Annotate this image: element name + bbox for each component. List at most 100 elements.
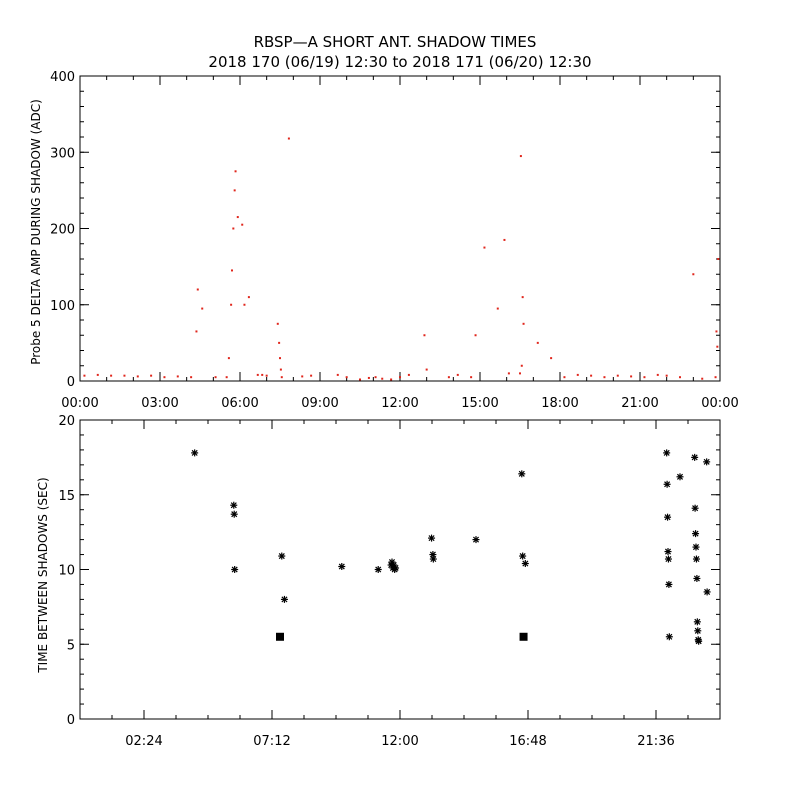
data-point [241, 223, 244, 226]
data-point [214, 376, 217, 379]
data-point [232, 227, 235, 230]
data-point [336, 373, 339, 376]
data-point [503, 238, 506, 241]
data-point-asterisk [518, 470, 526, 478]
data-point [474, 334, 477, 337]
data-point-asterisk [521, 560, 529, 568]
data-point-asterisk [231, 566, 239, 573]
x-tick-label: 12:00 [381, 734, 418, 749]
data-point [345, 376, 348, 379]
data-point [536, 341, 539, 344]
data-point [407, 373, 410, 376]
data-point [714, 376, 717, 379]
data-point [190, 376, 193, 379]
amplitude-panel: 0 100 200 300 400 00:00 03:00 06:00 09:00 12:00 15… [29, 70, 739, 411]
data-point [256, 373, 259, 376]
data-point [520, 364, 523, 367]
x-tick-label: 21:00 [621, 396, 658, 411]
x-tick-label: 00:00 [701, 396, 738, 411]
data-point [521, 296, 524, 299]
data-point [717, 258, 720, 260]
data-point [679, 376, 681, 379]
data-point-asterisk [665, 633, 673, 641]
data-point [201, 307, 204, 310]
plot-frame [79, 75, 721, 382]
data-point [716, 345, 719, 348]
data-point-asterisk [665, 580, 673, 588]
data-point [225, 376, 228, 379]
data-point [163, 376, 166, 379]
data-point [83, 374, 86, 377]
data-point-asterisk [663, 480, 671, 488]
data-point-asterisk [691, 504, 699, 512]
data-point [381, 377, 384, 380]
y-tick-label: 0 [67, 713, 75, 728]
y-axis-label: Probe 5 DELTA AMP DURING SHADOW (ADC) [29, 99, 43, 365]
data-point [123, 374, 126, 377]
data-point [701, 377, 704, 380]
data-point [423, 334, 426, 337]
x-tick-label: 12:00 [381, 396, 418, 411]
data-point [576, 373, 579, 376]
data-point-asterisk [472, 536, 480, 544]
data-point [110, 374, 113, 377]
data-point-asterisk [664, 513, 672, 521]
data-point-asterisk [692, 530, 700, 538]
data-point [278, 341, 281, 344]
data-point-asterisk [278, 552, 286, 560]
data-point [367, 376, 370, 379]
data-point [665, 374, 668, 377]
data-point [519, 372, 521, 375]
data-point-asterisk [703, 458, 711, 466]
x-tick-label: 09:00 [301, 396, 338, 411]
data-point-asterisk [191, 449, 199, 457]
data-point-asterisk [703, 588, 711, 596]
y-tick-label: 15 [58, 489, 75, 504]
data-point-asterisk [692, 543, 700, 551]
data-point [227, 357, 230, 360]
data-point-asterisk [692, 555, 700, 563]
data-point [359, 378, 361, 381]
data-point-asterisk [694, 627, 702, 635]
data-point [643, 376, 646, 379]
data-point [195, 330, 198, 333]
x-tick-label: 16:48 [509, 734, 546, 749]
x-tick-label: 18:00 [541, 396, 578, 411]
data-point-asterisk [691, 453, 699, 461]
data-point-square [276, 632, 284, 641]
data-point-asterisk [676, 473, 684, 481]
data-point-asterisk [374, 566, 382, 573]
data-point [265, 374, 268, 377]
data-point [496, 307, 499, 310]
y-tick-label: 20 [58, 414, 75, 429]
data-point-asterisk [663, 449, 671, 457]
plot-frame [79, 419, 721, 720]
y-tick-label: 100 [50, 299, 75, 314]
data-point [456, 373, 459, 376]
data-point [233, 189, 236, 192]
y-axis-label: TIME BETWEEN SHADOWS (SEC) [36, 477, 50, 673]
data-point [715, 330, 718, 333]
chart-title-line1: RBSP—A SHORT ANT. SHADOW TIMES [254, 33, 537, 51]
x-tick-label: 02:24 [125, 734, 162, 749]
data-point [280, 376, 283, 379]
data-point [425, 368, 428, 371]
data-point [247, 296, 250, 299]
data-point-asterisk [695, 637, 703, 645]
x-tick-label: 07:12 [253, 734, 290, 749]
data-point [301, 375, 304, 378]
data-point [603, 376, 606, 379]
data-point-asterisk [392, 564, 400, 572]
y-tick-label: 0 [67, 375, 75, 390]
data-point [616, 374, 619, 377]
data-point [276, 322, 279, 325]
data-point [399, 376, 401, 379]
x-tick-label: 15:00 [461, 396, 498, 411]
data-point-asterisk [693, 618, 701, 626]
data-point-asterisk [519, 552, 527, 560]
data-point [563, 376, 566, 379]
y-tick-label: 5 [67, 638, 75, 653]
data-point [483, 246, 486, 249]
data-point-square [519, 632, 528, 641]
